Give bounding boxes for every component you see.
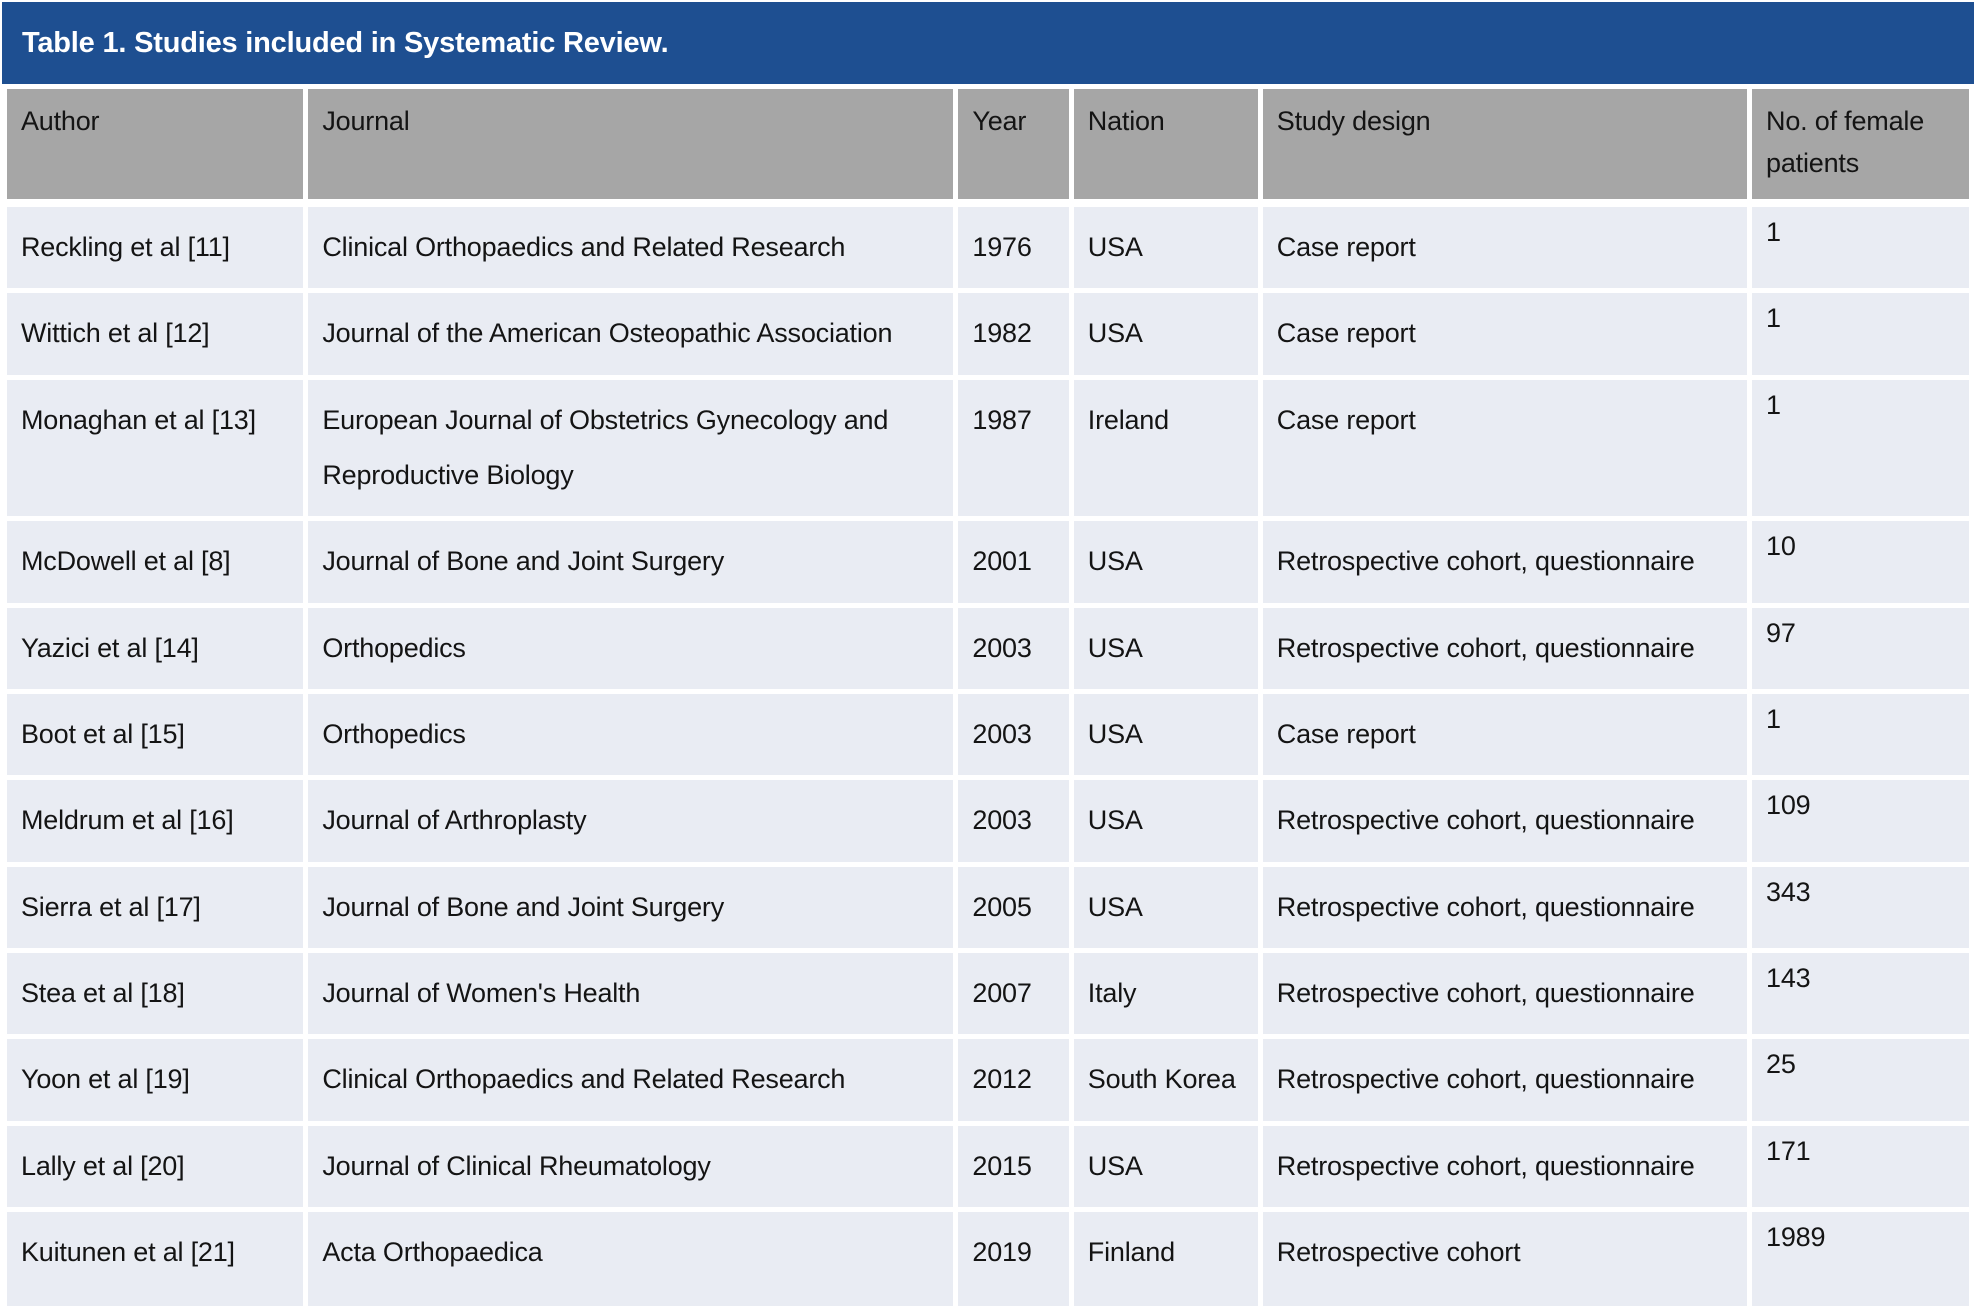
nation-cell: USA: [1073, 694, 1258, 776]
study-design-cell: Retrospective cohort, questionnaire: [1262, 866, 1748, 949]
female-patients-cell: 1: [1752, 207, 1969, 289]
year-cell: 2003: [958, 780, 1069, 862]
author-cell: Yoon et al [19]: [7, 1039, 304, 1121]
year-cell: 1976: [958, 207, 1069, 289]
female-patients-cell: 171: [1752, 1125, 1969, 1208]
year-cell: 1982: [958, 293, 1069, 375]
col-header-year: Year: [958, 89, 1069, 202]
journal-cell: Journal of the American Osteopathic Asso…: [308, 293, 954, 375]
nation-cell: Italy: [1073, 953, 1258, 1035]
journal-cell: Journal of Bone and Joint Surgery: [308, 521, 954, 603]
author-cell: Reckling et al [11]: [7, 207, 304, 289]
journal-cell: European Journal of Obstetrics Gynecolog…: [308, 379, 954, 517]
header-row: Author Journal Year Nation Study design …: [7, 89, 1969, 202]
table-row: Meldrum et al [16] Journal of Arthroplas…: [7, 780, 1969, 862]
journal-cell: Journal of Women's Health: [308, 953, 954, 1035]
year-cell: 2001: [958, 521, 1069, 603]
female-patients-cell: 1989: [1752, 1212, 1969, 1306]
author-cell: Sierra et al [17]: [7, 866, 304, 949]
year-cell: 2012: [958, 1039, 1069, 1121]
study-design-cell: Retrospective cohort, questionnaire: [1262, 521, 1748, 603]
author-cell: Stea et al [18]: [7, 953, 304, 1035]
nation-cell: USA: [1073, 207, 1258, 289]
study-design-cell: Retrospective cohort, questionnaire: [1262, 1125, 1748, 1208]
study-design-cell: Retrospective cohort, questionnaire: [1262, 607, 1748, 690]
table-row: Lally et al [20] Journal of Clinical Rhe…: [7, 1125, 1969, 1208]
female-patients-cell: 109: [1752, 780, 1969, 862]
author-cell: Kuitunen et al [21]: [7, 1212, 304, 1306]
female-patients-cell: 25: [1752, 1039, 1969, 1121]
study-design-cell: Case report: [1262, 207, 1748, 289]
nation-cell: Ireland: [1073, 379, 1258, 517]
table-row: Wittich et al [12] Journal of the Americ…: [7, 293, 1969, 375]
table-title-bar: Table 1. Studies included in Systematic …: [2, 2, 1974, 84]
study-design-cell: Retrospective cohort, questionnaire: [1262, 780, 1748, 862]
female-patients-cell: 1: [1752, 379, 1969, 517]
nation-cell: USA: [1073, 1125, 1258, 1208]
studies-table: Author Journal Year Nation Study design …: [2, 84, 1974, 1306]
year-cell: 2007: [958, 953, 1069, 1035]
author-cell: Wittich et al [12]: [7, 293, 304, 375]
year-cell: 2015: [958, 1125, 1069, 1208]
study-design-cell: Retrospective cohort: [1262, 1212, 1748, 1306]
year-cell: 2003: [958, 607, 1069, 690]
table-row: Monaghan et al [13] European Journal of …: [7, 379, 1969, 517]
col-header-author: Author: [7, 89, 304, 202]
journal-cell: Journal of Bone and Joint Surgery: [308, 866, 954, 949]
col-header-study-design: Study design: [1262, 89, 1748, 202]
journal-cell: Orthopedics: [308, 694, 954, 776]
year-cell: 2005: [958, 866, 1069, 949]
nation-cell: USA: [1073, 866, 1258, 949]
journal-cell: Clinical Orthopaedics and Related Resear…: [308, 1039, 954, 1121]
female-patients-cell: 343: [1752, 866, 1969, 949]
nation-cell: USA: [1073, 293, 1258, 375]
col-header-female-patients: No. of female patients: [1752, 89, 1969, 202]
author-cell: McDowell et al [8]: [7, 521, 304, 603]
journal-cell: Orthopedics: [308, 607, 954, 690]
col-header-journal: Journal: [308, 89, 954, 202]
female-patients-cell: 1: [1752, 694, 1969, 776]
author-cell: Lally et al [20]: [7, 1125, 304, 1208]
table-row: Sierra et al [17] Journal of Bone and Jo…: [7, 866, 1969, 949]
author-cell: Yazici et al [14]: [7, 607, 304, 690]
year-cell: 1987: [958, 379, 1069, 517]
nation-cell: USA: [1073, 607, 1258, 690]
author-cell: Meldrum et al [16]: [7, 780, 304, 862]
table-title: Table 1. Studies included in Systematic …: [22, 26, 669, 59]
table-row: McDowell et al [8] Journal of Bone and J…: [7, 521, 1969, 603]
study-design-cell: Retrospective cohort, questionnaire: [1262, 953, 1748, 1035]
table-row: Boot et al [15] Orthopedics 2003 USA Cas…: [7, 694, 1969, 776]
study-design-cell: Retrospective cohort, questionnaire: [1262, 1039, 1748, 1121]
female-patients-cell: 97: [1752, 607, 1969, 690]
journal-cell: Journal of Arthroplasty: [308, 780, 954, 862]
table-row: Reckling et al [11] Clinical Orthopaedic…: [7, 207, 1969, 289]
table-row: Kuitunen et al [21] Acta Orthopaedica 20…: [7, 1212, 1969, 1306]
study-design-cell: Case report: [1262, 293, 1748, 375]
journal-cell: Journal of Clinical Rheumatology: [308, 1125, 954, 1208]
nation-cell: USA: [1073, 521, 1258, 603]
table-row: Stea et al [18] Journal of Women's Healt…: [7, 953, 1969, 1035]
table-row: Yoon et al [19] Clinical Orthopaedics an…: [7, 1039, 1969, 1121]
table-header: Author Journal Year Nation Study design …: [7, 89, 1969, 202]
female-patients-cell: 1: [1752, 293, 1969, 375]
journal-cell: Acta Orthopaedica: [308, 1212, 954, 1306]
study-design-cell: Case report: [1262, 379, 1748, 517]
year-cell: 2019: [958, 1212, 1069, 1306]
nation-cell: Finland: [1073, 1212, 1258, 1306]
study-design-cell: Case report: [1262, 694, 1748, 776]
nation-cell: South Korea: [1073, 1039, 1258, 1121]
female-patients-cell: 10: [1752, 521, 1969, 603]
author-cell: Monaghan et al [13]: [7, 379, 304, 517]
female-patients-cell: 143: [1752, 953, 1969, 1035]
table-row: Yazici et al [14] Orthopedics 2003 USA R…: [7, 607, 1969, 690]
author-cell: Boot et al [15]: [7, 694, 304, 776]
col-header-nation: Nation: [1073, 89, 1258, 202]
nation-cell: USA: [1073, 780, 1258, 862]
year-cell: 2003: [958, 694, 1069, 776]
journal-cell: Clinical Orthopaedics and Related Resear…: [308, 207, 954, 289]
table-body: Reckling et al [11] Clinical Orthopaedic…: [7, 207, 1969, 1306]
